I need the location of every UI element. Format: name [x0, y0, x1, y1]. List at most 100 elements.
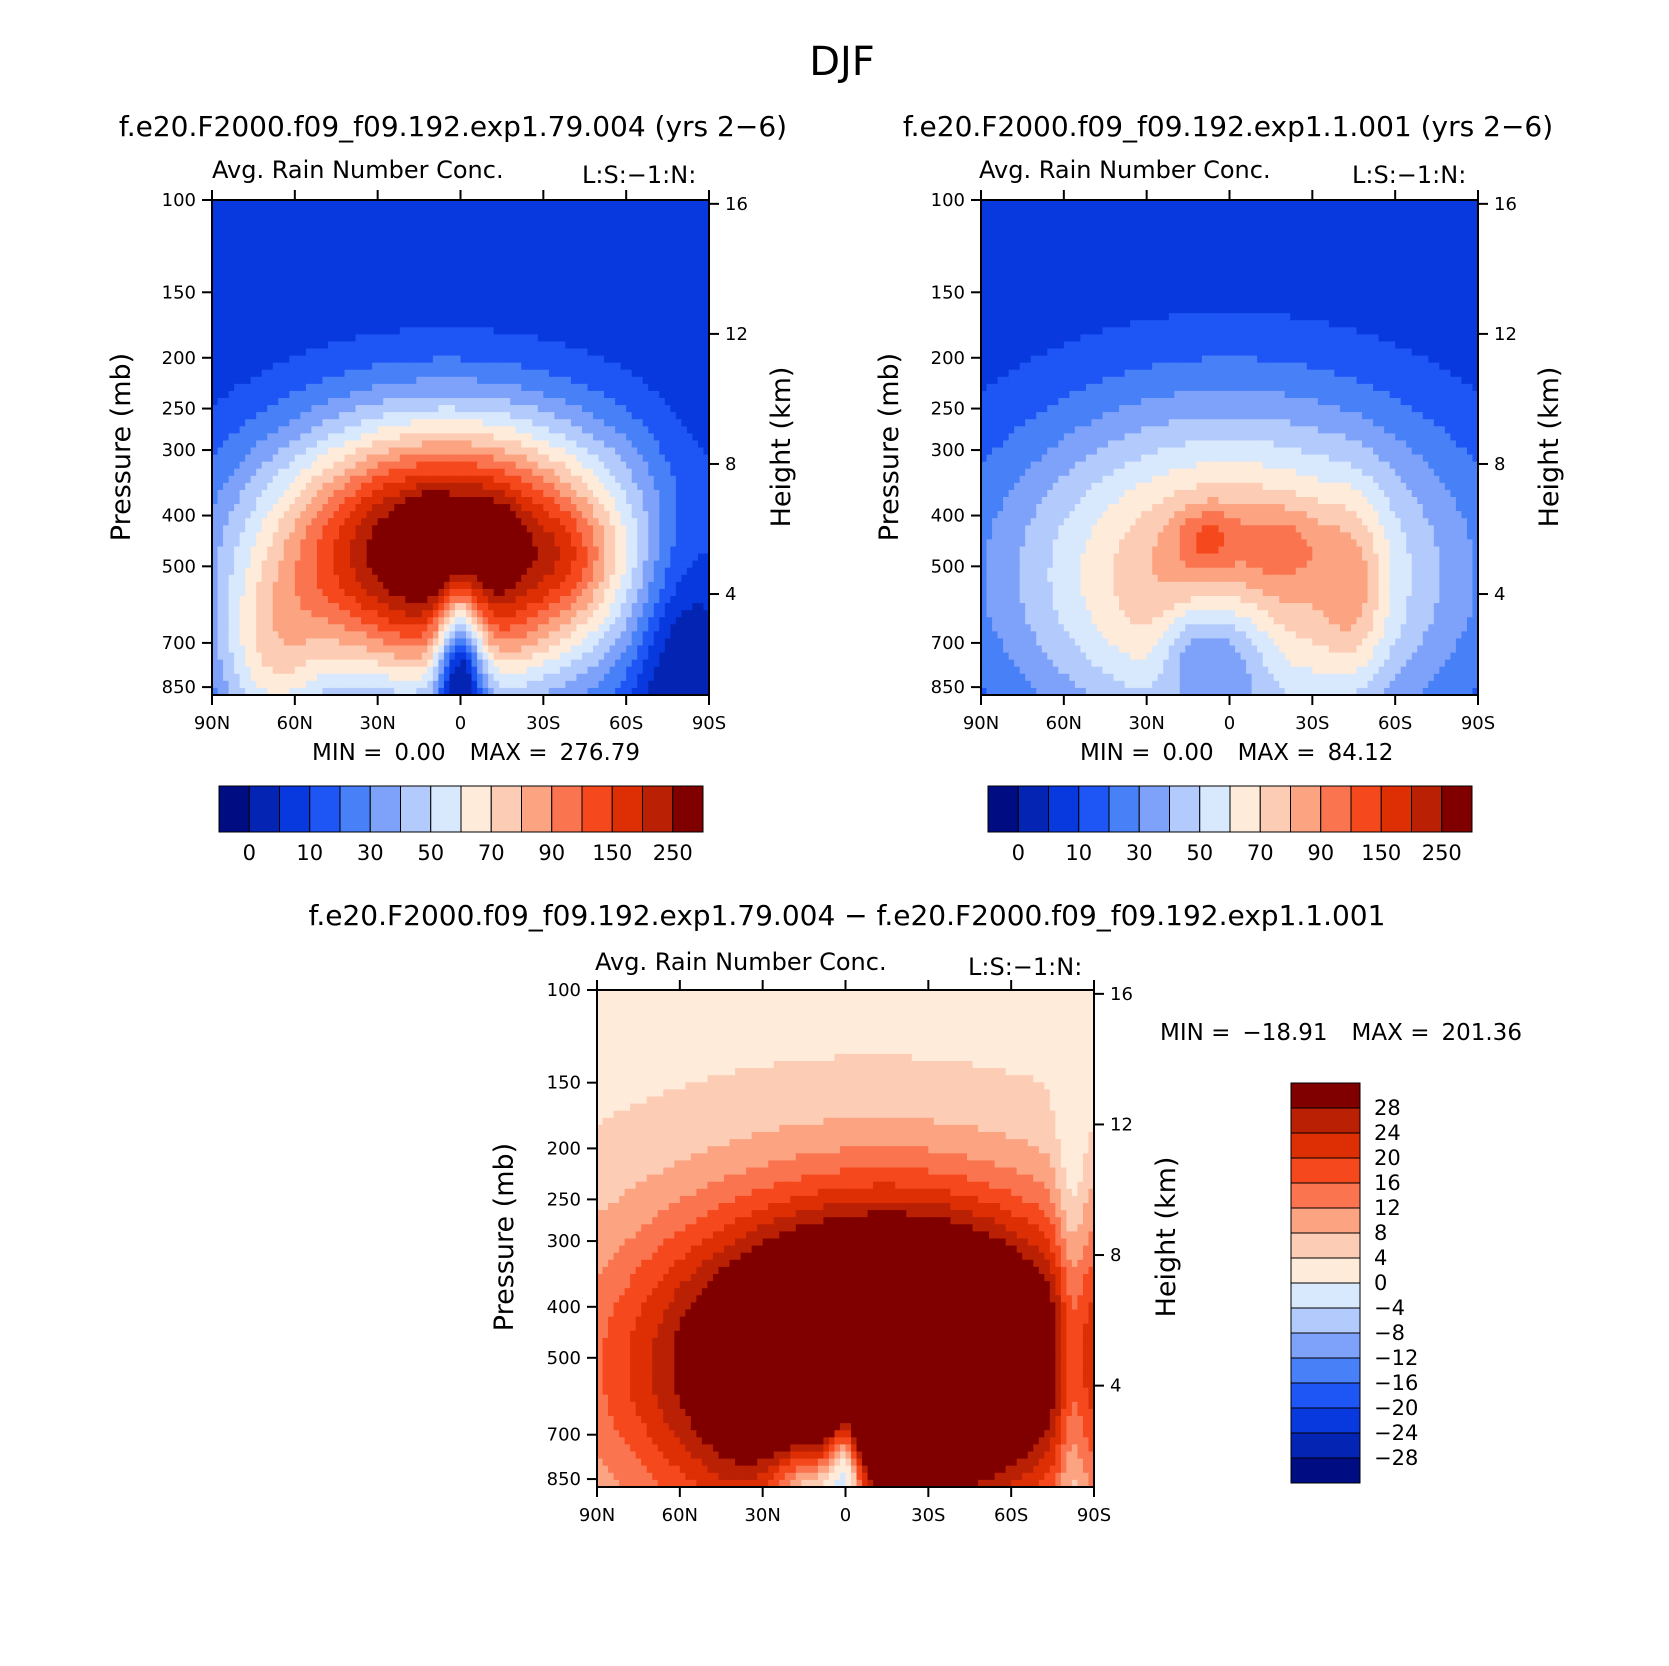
field-cell	[576, 469, 582, 477]
field-cell	[438, 391, 444, 399]
field-cell	[665, 532, 671, 540]
field-cell	[615, 313, 621, 321]
field-cell	[333, 391, 339, 399]
field-cell	[444, 433, 450, 441]
field-cell	[383, 257, 389, 265]
field-cell	[582, 320, 588, 328]
field-cell	[576, 419, 582, 427]
field-cell	[571, 278, 577, 286]
field-cell	[692, 391, 698, 399]
field-cell	[654, 313, 660, 321]
field-cell	[604, 221, 610, 229]
field-cell	[300, 568, 306, 576]
field-cell	[576, 426, 582, 434]
field-cell	[571, 511, 577, 519]
field-cell	[632, 299, 638, 307]
field-cell	[488, 299, 494, 307]
field-cell	[416, 405, 422, 413]
field-cell	[670, 299, 676, 307]
field-cell	[383, 356, 389, 364]
field-cell	[256, 469, 262, 477]
field-cell	[599, 525, 605, 533]
field-cell	[223, 228, 229, 236]
field-cell	[538, 306, 544, 314]
field-cell	[317, 356, 323, 364]
field-cell	[438, 490, 444, 498]
field-cell	[422, 363, 428, 371]
field-cell	[654, 327, 660, 335]
field-cell	[240, 426, 246, 434]
field-cell	[405, 589, 411, 597]
field-cell	[416, 299, 422, 307]
field-cell	[659, 497, 665, 505]
field-cell	[328, 589, 334, 597]
field-cell	[240, 391, 246, 399]
field-cell	[306, 448, 312, 456]
field-cell	[576, 561, 582, 569]
field-cell	[383, 200, 389, 208]
field-cell	[328, 264, 334, 272]
field-cell	[234, 264, 240, 272]
field-cell	[229, 327, 235, 335]
field-cell	[378, 476, 384, 484]
field-cell	[692, 476, 698, 484]
field-cell	[538, 334, 544, 342]
field-cell	[383, 334, 389, 342]
field-cell	[411, 412, 417, 420]
field-cell	[604, 568, 610, 576]
field-cell	[394, 320, 400, 328]
field-cell	[698, 483, 704, 491]
field-cell	[654, 356, 660, 364]
field-cell	[483, 349, 489, 357]
field-cell	[461, 363, 467, 371]
field-cell	[328, 334, 334, 342]
field-cell	[416, 306, 422, 314]
field-cell	[427, 257, 433, 265]
field-cell	[284, 271, 290, 279]
field-cell	[262, 433, 268, 441]
field-cell	[488, 285, 494, 293]
field-cell	[488, 391, 494, 399]
field-cell	[477, 525, 483, 533]
field-cell	[576, 511, 582, 519]
field-cell	[494, 334, 500, 342]
field-cell	[416, 285, 422, 293]
field-cell	[367, 285, 373, 293]
field-cell	[582, 228, 588, 236]
field-cell	[218, 469, 224, 477]
field-cell	[444, 547, 450, 555]
field-cell	[389, 363, 395, 371]
field-cell	[345, 235, 351, 243]
field-cell	[223, 363, 229, 371]
field-cell	[356, 334, 362, 342]
field-cell	[477, 299, 483, 307]
field-cell	[394, 518, 400, 526]
field-cell	[538, 250, 544, 258]
field-cell	[488, 568, 494, 576]
field-cell	[505, 440, 511, 448]
field-cell	[659, 285, 665, 293]
field-cell	[262, 349, 268, 357]
field-cell	[416, 497, 422, 505]
field-cell	[218, 476, 224, 484]
field-cell	[234, 532, 240, 540]
field-cell	[549, 405, 555, 413]
field-cell	[654, 568, 660, 576]
field-cell	[665, 257, 671, 265]
field-cell	[488, 221, 494, 229]
field-cell	[554, 455, 560, 463]
field-cell	[527, 483, 533, 491]
field-cell	[648, 568, 654, 576]
field-cell	[378, 228, 384, 236]
field-cell	[356, 363, 362, 371]
field-cell	[681, 483, 687, 491]
field-cell	[505, 228, 511, 236]
field-cell	[311, 448, 317, 456]
field-cell	[621, 228, 627, 236]
field-cell	[659, 356, 665, 364]
field-cell	[356, 440, 362, 448]
field-cell	[549, 547, 555, 555]
field-cell	[444, 511, 450, 519]
field-cell	[571, 200, 577, 208]
field-cell	[284, 532, 290, 540]
